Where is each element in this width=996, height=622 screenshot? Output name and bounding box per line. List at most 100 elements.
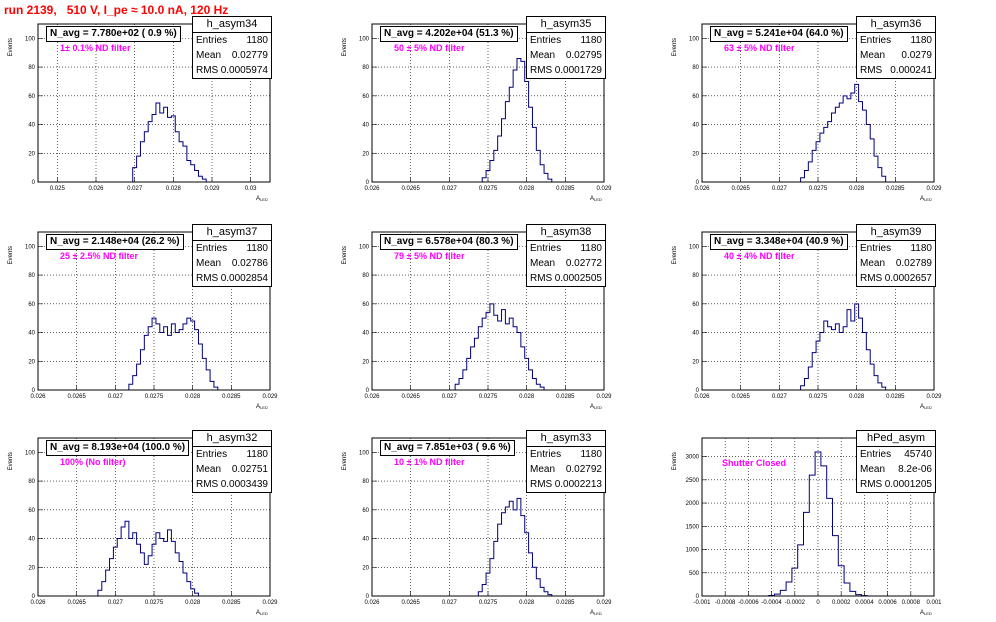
stats-row-entries: Entries 1180 — [857, 33, 935, 48]
x-tick-label: 0.0285 — [886, 394, 905, 400]
y-tick-label: 100 — [359, 36, 370, 42]
histogram-name: h_asym39 — [857, 225, 935, 241]
navg-label: N_avg = 3.348e+04 (40.9 %) — [710, 234, 848, 250]
x-tick-label: 0.0275 — [809, 186, 828, 192]
stats-row-entries: Entries 1180 — [527, 447, 605, 462]
y-axis-label: Events — [342, 452, 348, 470]
x-tick-label: 0.0265 — [401, 600, 420, 606]
stats-key: RMS — [860, 65, 883, 76]
y-tick-label: 80 — [362, 65, 369, 71]
x-tick-label: 0.0285 — [886, 186, 905, 192]
y-tick-label: 20 — [692, 151, 699, 157]
stats-value: 0.0003439 — [220, 479, 268, 490]
stats-value: 1180 — [246, 35, 268, 46]
y-tick-label: 60 — [362, 508, 369, 514]
x-tick-label: 0.0275 — [479, 600, 498, 606]
stats-box: h_asym32 Entries 1180 Mean 0.02751 RMS 0.00034… — [192, 430, 272, 493]
stats-key: RMS — [196, 273, 219, 284]
x-tick-label: 0.028 — [849, 186, 865, 192]
x-tick-label: 0.029 — [596, 600, 612, 606]
stats-row-mean: Mean 0.02795 — [527, 48, 605, 63]
stats-row-rms: RMS 0.0005974 — [193, 63, 271, 78]
x-tick-label: 0.029 — [262, 394, 278, 400]
histogram-line — [800, 83, 887, 182]
x-tick-label: 0.026 — [364, 186, 380, 192]
stats-key: RMS — [530, 65, 553, 76]
x-tick-label: 0.027 — [442, 394, 458, 400]
stats-row-entries: Entries 1180 — [527, 33, 605, 48]
y-tick-label: 0 — [32, 594, 36, 600]
x-tick-label: 0.029 — [204, 186, 220, 192]
y-tick-label: 40 — [28, 537, 35, 543]
stats-key: Mean — [860, 50, 886, 61]
histogram-line — [132, 102, 207, 182]
y-tick-label: 40 — [362, 331, 369, 337]
y-tick-label: 1000 — [686, 548, 700, 554]
navg-label: N_avg = 2.148e+04 (26.2 %) — [46, 234, 184, 250]
x-axis-label: ALED — [256, 196, 268, 202]
stats-value: 0.0002505 — [554, 273, 602, 284]
x-axis-label: ALED — [920, 404, 932, 410]
x-tick-label: 0.0006 — [878, 600, 897, 606]
y-tick-label: 100 — [25, 36, 36, 42]
stats-value: 0.0002657 — [884, 273, 932, 284]
x-tick-label: -0.0002 — [785, 600, 806, 606]
x-tick-label: 0.0275 — [479, 394, 498, 400]
stats-key: RMS — [860, 479, 883, 490]
x-axis-label: ALED — [920, 196, 932, 202]
stats-key: Entries — [196, 449, 228, 460]
y-axis-label: Events — [672, 38, 678, 56]
x-tick-label: 0.026 — [364, 600, 380, 606]
stats-row-rms: RMS 0.0003439 — [193, 477, 271, 492]
y-tick-label: 0 — [696, 594, 700, 600]
stats-value: 0.02772 — [565, 258, 602, 269]
y-tick-label: 0 — [366, 594, 370, 600]
navg-label: N_avg = 7.780e+02 ( 0.9 %) — [46, 26, 181, 42]
x-axis-label: ALED — [256, 610, 268, 616]
stats-key: Mean — [530, 464, 556, 475]
x-tick-label: 0.0285 — [556, 600, 575, 606]
x-tick-label: 0.027 — [772, 186, 788, 192]
stats-value: 0.0002854 — [220, 273, 268, 284]
x-tick-label: 0.028 — [519, 394, 535, 400]
x-tick-label: 0.0265 — [401, 186, 420, 192]
y-tick-label: 100 — [25, 450, 36, 456]
stats-value: 45740 — [904, 449, 932, 460]
filter-label: 40 ± 4% ND filter — [724, 251, 795, 261]
x-tick-label: 0.0004 — [855, 600, 874, 606]
y-tick-label: 60 — [28, 508, 35, 514]
x-tick-label: 0.026 — [694, 186, 710, 192]
x-axis-label: ALED — [920, 610, 932, 616]
histogram-name: h_asym38 — [527, 225, 605, 241]
x-tick-label: 0.028 — [849, 394, 865, 400]
x-tick-label: 0.027 — [108, 600, 124, 606]
stats-row-rms: RMS 0.0001729 — [527, 63, 605, 78]
x-tick-label: 0.0008 — [902, 600, 921, 606]
x-tick-label: 0.027 — [772, 394, 788, 400]
x-tick-label: 0.026 — [364, 394, 380, 400]
x-tick-label: 0.026 — [694, 394, 710, 400]
x-tick-label: 0.0265 — [67, 600, 86, 606]
filter-label: 25 ± 2.5% ND filter — [60, 251, 138, 261]
navg-label: N_avg = 5.241e+04 (64.0 %) — [710, 26, 848, 42]
x-tick-label: -0.0006 — [738, 600, 759, 606]
x-tick-label: 0.001 — [926, 600, 942, 606]
stats-key: Entries — [196, 243, 228, 254]
stats-box: h_asym37 Entries 1180 Mean 0.02786 RMS 0.00028… — [192, 224, 272, 287]
y-tick-label: 80 — [28, 273, 35, 279]
histogram-line — [477, 497, 553, 596]
stats-value: 1180 — [246, 449, 268, 460]
y-tick-label: 40 — [28, 123, 35, 129]
stats-row-rms: RMS 0.0001205 — [857, 477, 935, 492]
stats-key: Mean — [530, 258, 556, 269]
y-tick-label: 0 — [32, 180, 36, 186]
stats-key: Mean — [196, 464, 222, 475]
stats-row-entries: Entries 1180 — [527, 241, 605, 256]
y-axis-label: Events — [672, 452, 678, 470]
x-tick-label: -0.001 — [693, 600, 711, 606]
